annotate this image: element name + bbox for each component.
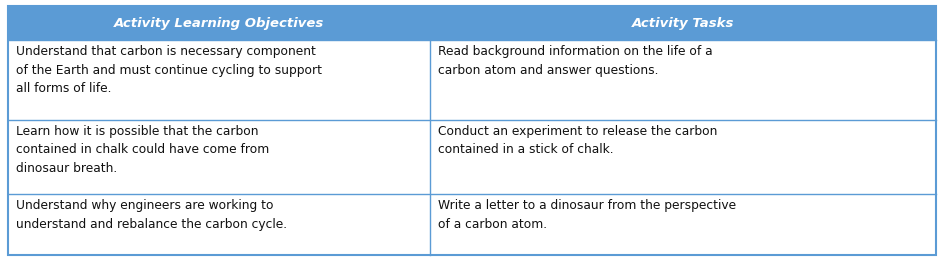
Bar <box>430 194 936 255</box>
Text: Understand why engineers are working to
understand and rebalance the carbon cycl: Understand why engineers are working to … <box>16 199 287 231</box>
Text: Write a letter to a dinosaur from the perspective
of a carbon atom.: Write a letter to a dinosaur from the pe… <box>438 199 736 231</box>
Bar <box>8 120 430 194</box>
Text: Activity Tasks: Activity Tasks <box>632 16 734 29</box>
Bar <box>8 40 430 120</box>
Bar <box>430 120 936 194</box>
Text: Conduct an experiment to release the carbon
contained in a stick of chalk.: Conduct an experiment to release the car… <box>438 125 717 156</box>
Text: Understand that carbon is necessary component
of the Earth and must continue cyc: Understand that carbon is necessary comp… <box>16 45 322 95</box>
Text: Activity Learning Objectives: Activity Learning Objectives <box>114 16 324 29</box>
Bar <box>8 6 430 40</box>
Bar <box>8 194 430 255</box>
Bar <box>430 6 936 40</box>
Bar <box>430 40 936 120</box>
Text: Read background information on the life of a
carbon atom and answer questions.: Read background information on the life … <box>438 45 713 76</box>
Text: Learn how it is possible that the carbon
contained in chalk could have come from: Learn how it is possible that the carbon… <box>16 125 269 175</box>
